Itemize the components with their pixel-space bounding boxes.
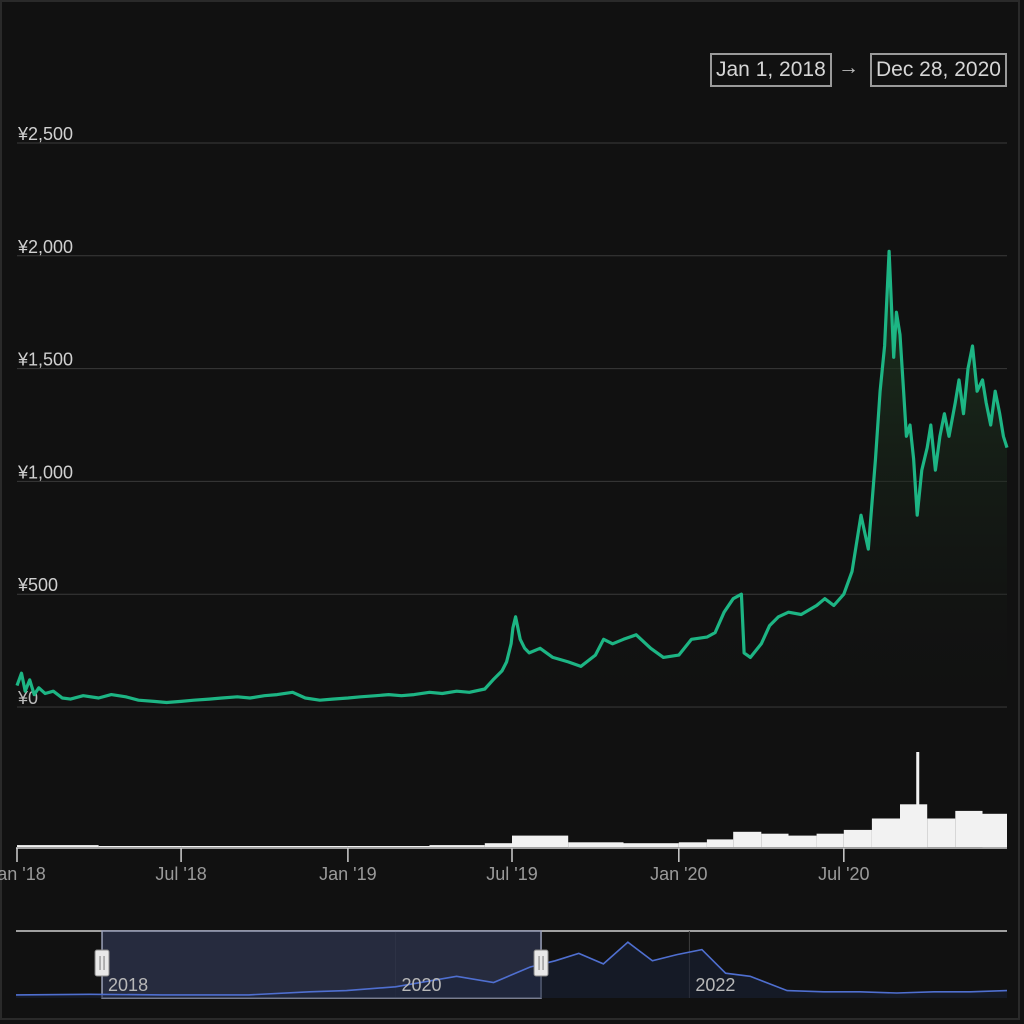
x-tick-label: Jan '18 <box>0 864 46 884</box>
volume-bar <box>761 833 789 847</box>
handle-grip <box>94 949 110 977</box>
volume-bar <box>900 804 928 848</box>
x-axis: Jan '18 Jul '18 Jan '19 Jul '19 Jan '20 Jul '… <box>0 848 870 884</box>
navigator-label: 2022 <box>695 975 735 995</box>
volume-bar <box>484 843 512 847</box>
price-area <box>17 251 1007 708</box>
navigator-area <box>16 942 1007 998</box>
volume-bar <box>678 842 707 848</box>
x-tick-label: Jan '20 <box>650 864 707 884</box>
x-tick-label: Jul '18 <box>155 864 206 884</box>
volume-bar <box>955 810 983 847</box>
volume-bar <box>706 839 734 847</box>
volume-spike <box>916 752 920 847</box>
y-tick-label: ¥1,500 <box>17 350 73 370</box>
volume-bar <box>927 818 956 847</box>
range-arrow-icon: → <box>838 56 859 79</box>
navigator-label: 2018 <box>108 975 148 995</box>
price-line <box>15 249 1009 705</box>
range-end-input[interactable]: Dec 28, 2020 <box>870 53 1007 87</box>
navigator-labels: 2018 2020 2022 <box>108 975 735 995</box>
volume-bar <box>843 829 872 847</box>
navigator-handle-left[interactable] <box>94 949 110 977</box>
volume-bar <box>568 842 624 848</box>
y-axis: ¥0¥500¥1,000¥1,500¥2,000¥2,500 <box>17 124 73 708</box>
range-start-input[interactable]: Jan 1, 2018 <box>710 53 832 87</box>
volume-bar <box>512 835 569 847</box>
y-tick-label: ¥1,000 <box>17 462 73 482</box>
handle-grip <box>533 949 549 977</box>
y-tick-label: ¥2,000 <box>17 237 73 257</box>
volume-bar <box>429 845 485 847</box>
x-tick-label: Jul '19 <box>486 864 537 884</box>
volume-bar <box>788 835 817 847</box>
volume-bar <box>871 818 900 847</box>
volume-bars <box>17 752 1007 848</box>
volume-bar <box>181 846 265 847</box>
x-tick-label: Jan '19 <box>319 864 376 884</box>
volume-bar <box>816 833 844 847</box>
volume-bar <box>98 846 182 847</box>
x-tick-label: Jul '20 <box>818 864 869 884</box>
y-tick-label: ¥2,500 <box>17 124 73 144</box>
volume-bar <box>623 843 679 847</box>
navigator-handle-right[interactable] <box>533 949 549 977</box>
y-tick-label: ¥500 <box>17 575 58 595</box>
volume-bar <box>264 846 348 847</box>
navigator[interactable]: 2018 2020 2022 <box>15 930 1008 999</box>
navigator-label: 2020 <box>402 975 442 995</box>
navigator-line <box>15 941 1008 996</box>
volume-bar <box>733 831 762 847</box>
volume-bar <box>17 845 99 847</box>
volume-bar <box>347 846 430 847</box>
volume-bar <box>982 813 1007 848</box>
